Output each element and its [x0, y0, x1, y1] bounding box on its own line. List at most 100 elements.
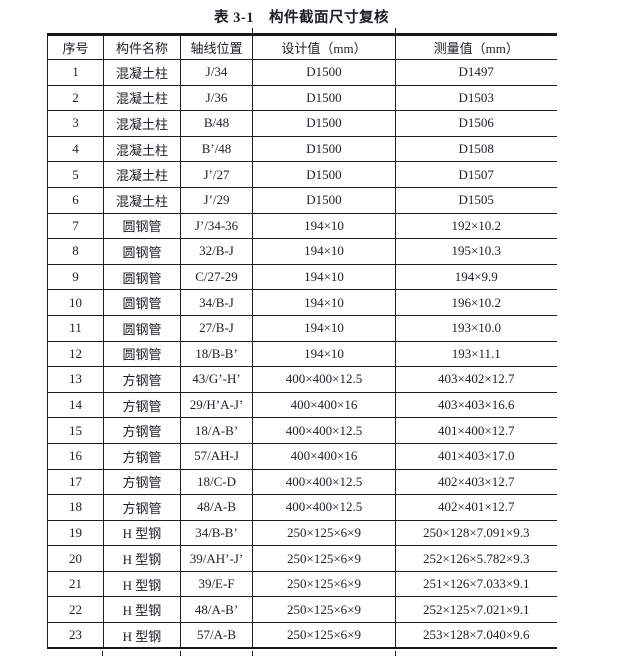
cell-axis: 57/A-B: [180, 622, 253, 649]
table-row: 20 H 型钢 39/AH’-J’ 250×125×6×9 252×126×5.782×…: [47, 545, 557, 572]
cell-axis: 18/B-B’: [180, 340, 253, 368]
table-row: 4 混凝土柱 B’/48 D1500 D1508: [47, 135, 557, 163]
cell-measured: 192×10.2: [395, 212, 557, 240]
cell-axis: J’/29: [180, 186, 253, 214]
cell-component: 圆钢管: [103, 289, 181, 316]
table-row: 13 方钢管 43/G’-H’ 400×400×12.5 403×402×12.7: [47, 366, 557, 393]
cell-seq: 10: [47, 289, 104, 316]
cell-measured: 252×126×5.782×9.3: [395, 545, 557, 572]
cell-design: 250×125×6×9: [252, 519, 396, 547]
cell-axis: 27/B-J: [180, 314, 253, 342]
cell-axis: 34/B-B’: [180, 519, 253, 547]
cell-component: H 型钢: [103, 519, 181, 547]
cell-seq: 21: [47, 570, 104, 598]
cell-axis: 48/A-B’: [180, 596, 253, 624]
table-row: 3 混凝土柱 B/48 D1500 D1506: [47, 110, 557, 137]
cell-measured: 402×403×12.7: [395, 468, 557, 496]
table-row: 11 圆钢管 27/B-J 194×10 193×10.0: [47, 314, 557, 342]
dimension-check-table: 序号 构件名称 轴线位置 设计值（mm） 测量值（mm） 1 混凝土柱 J/34 D1…: [47, 33, 557, 650]
cell-axis: J’/27: [180, 161, 253, 188]
cell-component: H 型钢: [103, 596, 181, 624]
table-row: 10 圆钢管 34/B-J 194×10 196×10.2: [47, 289, 557, 316]
cell-axis: 57/AH-J: [180, 442, 253, 470]
cell-component: 方钢管: [103, 417, 181, 444]
table-row: 7 圆钢管 J’/34-36 194×10 192×10.2: [47, 212, 557, 240]
cell-axis: 29/H’A-J’: [180, 391, 253, 419]
cell-seq: 12: [47, 340, 104, 368]
cell-design: 250×125×6×9: [252, 596, 396, 624]
cell-design: 400×400×12.5: [252, 366, 396, 393]
cell-measured: 193×10.0: [395, 314, 557, 342]
cell-design: 250×125×6×9: [252, 570, 396, 598]
cell-seq: 14: [47, 391, 104, 419]
table-row: 9 圆钢管 C/27-29 194×10 194×9.9: [47, 263, 557, 291]
cell-seq: 6: [47, 186, 104, 214]
cell-axis: J/36: [180, 84, 253, 112]
cell-seq: 5: [47, 161, 104, 188]
cell-design: 250×125×6×9: [252, 545, 396, 572]
cell-measured: 196×10.2: [395, 289, 557, 316]
table-row: 18 方钢管 48/A-B 400×400×12.5 402×401×12.7: [47, 494, 557, 521]
cell-design: D1500: [252, 135, 396, 163]
cell-measured: D1506: [395, 110, 557, 137]
cell-component: 混凝土柱: [103, 84, 181, 112]
cell-axis: 32/B-J: [180, 238, 253, 265]
cell-seq: 15: [47, 417, 104, 444]
scanline-stub: [102, 651, 103, 656]
cell-axis: J’/34-36: [180, 212, 253, 240]
cell-component: 混凝土柱: [103, 186, 181, 214]
page-title: 表 3-1 构件截面尺寸复核: [214, 10, 389, 26]
cell-seq: 3: [47, 110, 104, 137]
scanline-stub: [252, 651, 253, 656]
table-row: 16 方钢管 57/AH-J 400×400×16 401×403×17.0: [47, 442, 557, 470]
cell-measured: 401×403×17.0: [395, 442, 557, 470]
cell-component: 混凝土柱: [103, 59, 181, 86]
cell-component: 方钢管: [103, 468, 181, 496]
scanline-stub: [252, 28, 253, 34]
cell-seq: 18: [47, 494, 104, 521]
cell-component: H 型钢: [103, 622, 181, 649]
cell-seq: 9: [47, 263, 104, 291]
table-row: 12 圆钢管 18/B-B’ 194×10 193×11.1: [47, 340, 557, 368]
cell-design: 400×400×12.5: [252, 417, 396, 444]
header-cell-seq: 序号: [47, 34, 104, 60]
header-row: 序号 构件名称 轴线位置 设计值（mm） 测量值（mm）: [47, 34, 557, 60]
header-cell-axis: 轴线位置: [180, 34, 253, 60]
cell-seq: 4: [47, 135, 104, 163]
cell-measured: 252×125×7.021×9.1: [395, 596, 557, 624]
cell-axis: 39/AH’-J’: [180, 545, 253, 572]
cell-seq: 11: [47, 314, 104, 342]
cell-design: 250×125×6×9: [252, 622, 396, 649]
cell-axis: B’/48: [180, 135, 253, 163]
cell-axis: 39/E-F: [180, 570, 253, 598]
cell-measured: 402×401×12.7: [395, 494, 557, 521]
cell-seq: 16: [47, 442, 104, 470]
cell-axis: 34/B-J: [180, 289, 253, 316]
table-row: 1 混凝土柱 J/34 D1500 D1497: [47, 59, 557, 86]
cell-measured: D1505: [395, 186, 557, 214]
table-row: 23 H 型钢 57/A-B 250×125×6×9 253×128×7.040×9.6: [47, 622, 557, 649]
cell-design: 400×400×16: [252, 442, 396, 470]
cell-design: 400×400×12.5: [252, 494, 396, 521]
scanline-stub: [180, 651, 181, 656]
cell-design: D1500: [252, 161, 396, 188]
cell-axis: 43/G’-H’: [180, 366, 253, 393]
cell-component: H 型钢: [103, 545, 181, 572]
cell-seq: 1: [47, 59, 104, 86]
cell-measured: 251×126×7.033×9.1: [395, 570, 557, 598]
scanline-stub: [395, 28, 396, 34]
table-row: 19 H 型钢 34/B-B’ 250×125×6×9 250×128×7.091×9.…: [47, 519, 557, 547]
cell-seq: 23: [47, 622, 104, 649]
cell-measured: D1497: [395, 59, 557, 86]
table-row: 14 方钢管 29/H’A-J’ 400×400×16 403×403×16.6: [47, 391, 557, 419]
cell-component: 圆钢管: [103, 263, 181, 291]
table-row: 21 H 型钢 39/E-F 250×125×6×9 251×126×7.033×9.1: [47, 570, 557, 598]
cell-axis: 18/C-D: [180, 468, 253, 496]
cell-seq: 7: [47, 212, 104, 240]
header-cell-component: 构件名称: [103, 34, 181, 60]
table-row: 17 方钢管 18/C-D 400×400×12.5 402×403×12.7: [47, 468, 557, 496]
cell-seq: 17: [47, 468, 104, 496]
cell-seq: 8: [47, 238, 104, 265]
cell-measured: D1507: [395, 161, 557, 188]
table-body: 1 混凝土柱 J/34 D1500 D1497 2 混凝土柱 J/36 D1500 D1503 3 混…: [47, 59, 557, 649]
